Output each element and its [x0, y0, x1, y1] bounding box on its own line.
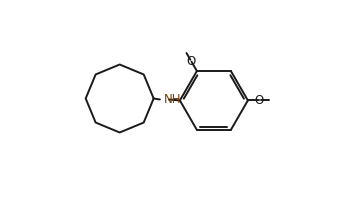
Text: NH: NH: [163, 93, 181, 106]
Text: O: O: [254, 94, 264, 107]
Text: O: O: [187, 55, 196, 68]
